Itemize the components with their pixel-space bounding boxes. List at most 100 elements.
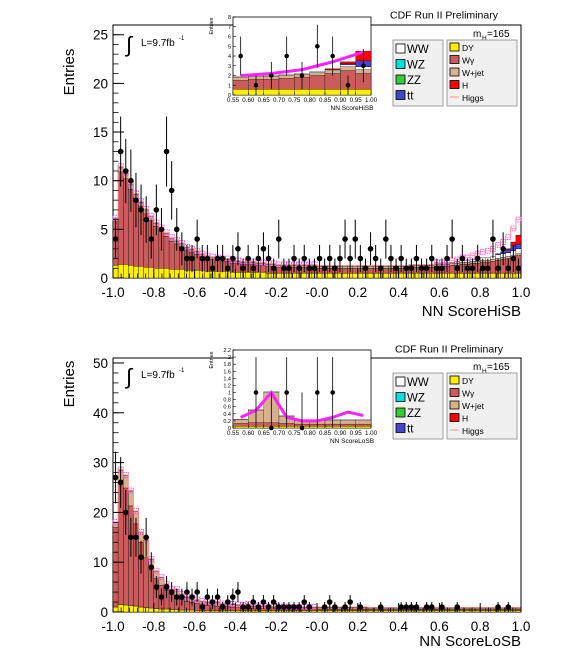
bot-legend-label-3: tt <box>407 424 414 436</box>
top-inset-point-7 <box>345 82 351 88</box>
top-stack-wg-bin-53 <box>383 268 389 274</box>
top-stack-wg-bin-10 <box>163 235 170 269</box>
top-legend-label-2: ZZ <box>407 75 421 87</box>
top-y-tick-label-0: 0 <box>100 271 108 286</box>
bot-data-point-27 <box>250 599 257 605</box>
bot-inset-stack-wg-8 <box>355 423 372 427</box>
top-inset-x-tick-label-6: 0.85 <box>319 97 332 104</box>
top-data-point-61 <box>423 265 430 272</box>
top-data-point-47 <box>352 236 359 242</box>
bot-inset-stack-dy-7 <box>340 426 356 429</box>
bot-legend-swatch-2 <box>395 407 406 418</box>
top-data-point-69 <box>464 265 471 272</box>
bot-data-point-34 <box>286 604 292 610</box>
top-stack-dy-bin-1 <box>117 264 124 279</box>
top-data-point-26 <box>245 255 251 262</box>
top-data-point-51 <box>372 255 379 262</box>
top-stack-wj-bin-79 <box>515 253 522 256</box>
bot-stack-dy-bin-9 <box>158 608 165 613</box>
bot-data-point-48 <box>408 604 415 610</box>
top-inset-stack-dy-6 <box>324 89 341 96</box>
bot-data-point-17 <box>199 604 206 610</box>
bot-stack-dy-bin-42 <box>327 610 333 613</box>
top-data-point-76 <box>500 246 506 252</box>
top-data-point-65 <box>444 255 450 262</box>
bot-data-point-33 <box>281 604 287 610</box>
top-stack-wg-bin-32 <box>276 267 282 274</box>
top-stack-wj-bin-53 <box>383 266 389 269</box>
bot-data-point-35 <box>291 604 297 610</box>
top-data-point-5 <box>138 207 144 213</box>
top-y-tick-label-4: 20 <box>93 76 108 91</box>
top-inset-point-6 <box>330 53 335 59</box>
top-inset-y-tick-label-0: 0 <box>228 93 231 99</box>
bot-stack-dy-bin-14 <box>184 609 190 613</box>
bot-data-point-26 <box>245 604 251 610</box>
top-data-point-25 <box>240 265 246 272</box>
bot-y-tick-label-5: 50 <box>93 356 108 371</box>
bot-inset-x-tick-label-5: 0.80 <box>304 430 317 437</box>
bot-inset-stack-ww-7 <box>340 419 356 421</box>
bot-stack-wj-bin-0 <box>112 522 119 528</box>
top-data-point-17 <box>199 255 206 262</box>
top-stack-dy-bin-0 <box>112 265 119 279</box>
top-data-point-46 <box>347 255 353 262</box>
bot-stack-wj-bin-78 <box>510 607 517 610</box>
top-legend-rlabel-0: DY <box>462 43 474 53</box>
top-data-point-9 <box>158 226 165 233</box>
bot-data-point-39 <box>321 604 328 610</box>
top-stack-dy-bin-18 <box>204 271 211 279</box>
top-data-points <box>112 116 522 278</box>
bot-data-point-41 <box>332 604 338 610</box>
top-data-point-28 <box>255 255 262 262</box>
bot-data-point-42 <box>342 604 348 610</box>
top-data-point-43 <box>332 265 338 272</box>
bottom-mass-label: m <box>473 362 481 373</box>
bot-y-tick-label-4: 40 <box>93 406 108 421</box>
top-data-point-71 <box>474 255 481 262</box>
top-lumi-sup: -1 <box>179 36 185 42</box>
bot-stack-wg-bin-0 <box>112 527 119 608</box>
top-legend-label-1: WZ <box>407 60 425 72</box>
bot-data-point-55 <box>505 604 512 610</box>
top-x-tick-label-2: -0.6 <box>183 285 206 300</box>
bot-data-point-53 <box>454 604 461 610</box>
top-stack-dy-bin-29 <box>260 271 267 279</box>
bot-data-point-23 <box>230 594 236 600</box>
bot-inset-y-tick-label-9: 1.8 <box>223 362 231 368</box>
bot-stack-dy-bin-6 <box>143 607 149 613</box>
bot-stack-wj-bin-54 <box>388 607 394 610</box>
top-data-point-21 <box>219 255 226 262</box>
bot-legend-rlabel-4: Higgs <box>462 426 484 436</box>
bot-data-point-52 <box>439 604 445 610</box>
bot-stack-wg-bin-14 <box>184 600 190 611</box>
bot-inset-y-tick-label-2: 0.4 <box>223 412 231 418</box>
top-data-point-56 <box>398 255 404 262</box>
bot-legend-swatch-0 <box>395 376 406 387</box>
bot-inset-stack-ww-8 <box>355 419 372 421</box>
top-stack-dy-bin-8 <box>153 268 160 279</box>
top-data-point-27 <box>250 265 257 272</box>
top-data-point-18 <box>204 255 211 262</box>
bot-data-point-2 <box>122 509 129 516</box>
bot-inset-y-tick-label-3: 0.6 <box>223 405 231 411</box>
bot-inset-point-3 <box>299 425 305 431</box>
bot-stack-wg-bin-24 <box>235 606 241 611</box>
top-data-point-55 <box>393 265 399 272</box>
bot-legend-rlabel-2: W+jet <box>462 401 485 411</box>
bot-data-point-40 <box>326 599 333 605</box>
top-data-point-39 <box>311 265 318 272</box>
top-data-point-78 <box>510 255 517 262</box>
top-stack-dy-bin-23 <box>230 271 236 279</box>
top-stack-dy-bin-53 <box>383 272 389 279</box>
bot-stack-wg-bin-46 <box>347 608 353 611</box>
top-data-point-52 <box>377 265 384 272</box>
top-legend-label-0: WW <box>407 44 429 56</box>
top-x-tick-label-9: 0.8 <box>471 285 490 300</box>
bot-data-point-22 <box>224 599 231 605</box>
bot-data-point-38 <box>306 604 313 610</box>
top-inset-x-tick-label-8: 0.95 <box>350 97 363 104</box>
bot-stack-dy-bin-31 <box>270 610 277 613</box>
top-inset: 0.55 0.60 0.65 0.70 0.75 0.80 0.85 0.90 0.95 1.00… <box>209 15 378 112</box>
top-data-point-70 <box>469 265 476 272</box>
